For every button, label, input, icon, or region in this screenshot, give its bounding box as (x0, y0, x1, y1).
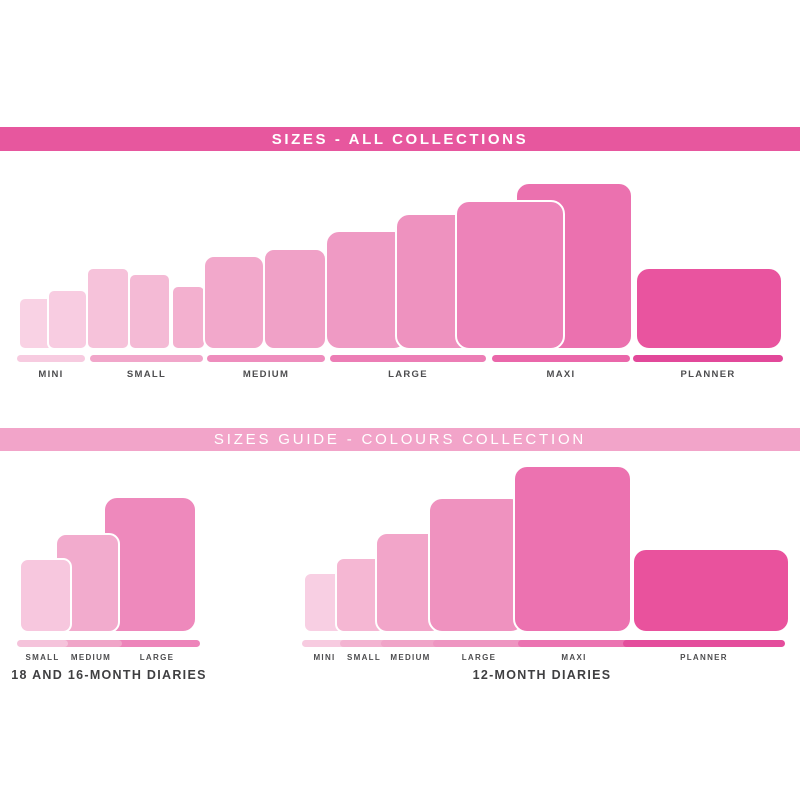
colours-12-planner-label: PLANNER (680, 653, 728, 662)
colours-18-16-medium-label: MEDIUM (70, 653, 112, 662)
colours-18-16-large-label: LARGE (139, 653, 175, 662)
all-collections-planner-label: PLANNER (680, 369, 736, 380)
colours-12-large-label: LARGE (461, 653, 497, 662)
colours-right-maxi-book (513, 465, 632, 633)
all-collections-small-size-bar (90, 355, 203, 362)
all-collections-planner-size-bar (633, 355, 783, 362)
planner-book (635, 267, 783, 350)
colours-12-maxi-label: MAXI (561, 653, 587, 662)
medium-book-1 (203, 255, 265, 350)
colours-right-large-book (428, 497, 525, 633)
all-collections-medium-label: MEDIUM (242, 369, 290, 380)
colours-collection-header-bar: SIZES GUIDE - COLOURS COLLECTION (0, 428, 800, 451)
colours-12-planner-size-bar (623, 640, 785, 647)
all-collections-large-size-bar (330, 355, 486, 362)
colours-right-planner-book (632, 548, 790, 633)
mini-book-2 (47, 289, 88, 350)
colours-12-medium-size-bar (381, 640, 440, 647)
small-book-1 (86, 267, 130, 350)
colours-collection-title: SIZES GUIDE - COLOURS COLLECTION (213, 431, 587, 448)
colours-12-mini-size-bar (302, 640, 347, 647)
medium-book-2 (263, 248, 327, 350)
colours-12-large-size-bar (433, 640, 525, 647)
colours-12-caption: 12-MONTH DIARIES (472, 668, 612, 682)
all-collections-large-label: LARGE (388, 369, 428, 380)
all-collections-small-label: SMALL (126, 369, 167, 380)
all-collections-maxi-label: MAXI (546, 369, 576, 380)
all-collections-mini-size-bar (17, 355, 85, 362)
colours-12-mini-label: MINI (313, 653, 336, 662)
small-book-2 (128, 273, 171, 350)
all-collections-maxi-size-bar (492, 355, 630, 362)
colours-18-16-large-size-bar (114, 640, 200, 647)
colours-12-small-label: SMALL (346, 653, 382, 662)
all-collections-header-bar: SIZES - ALL COLLECTIONS (0, 127, 800, 151)
colours-18-16-small-label: SMALL (25, 653, 60, 662)
all-collections-title: SIZES - ALL COLLECTIONS (271, 130, 529, 148)
colours-12-small-size-bar (340, 640, 388, 647)
maxi-book-1 (455, 200, 565, 350)
small-book-3 (171, 285, 206, 350)
colours-18-16-medium-size-bar (60, 640, 122, 647)
all-collections-medium-size-bar (207, 355, 325, 362)
colours-12-medium-label: MEDIUM (390, 653, 431, 662)
colours-18-16-caption: 18 AND 16-MONTH DIARIES (11, 668, 207, 682)
colours-12-maxi-size-bar (518, 640, 630, 647)
large-book-1 (325, 230, 408, 350)
all-collections-mini-label: MINI (38, 369, 64, 380)
colours-18-16-small-size-bar (17, 640, 68, 647)
colours-left-small-book (19, 558, 72, 633)
